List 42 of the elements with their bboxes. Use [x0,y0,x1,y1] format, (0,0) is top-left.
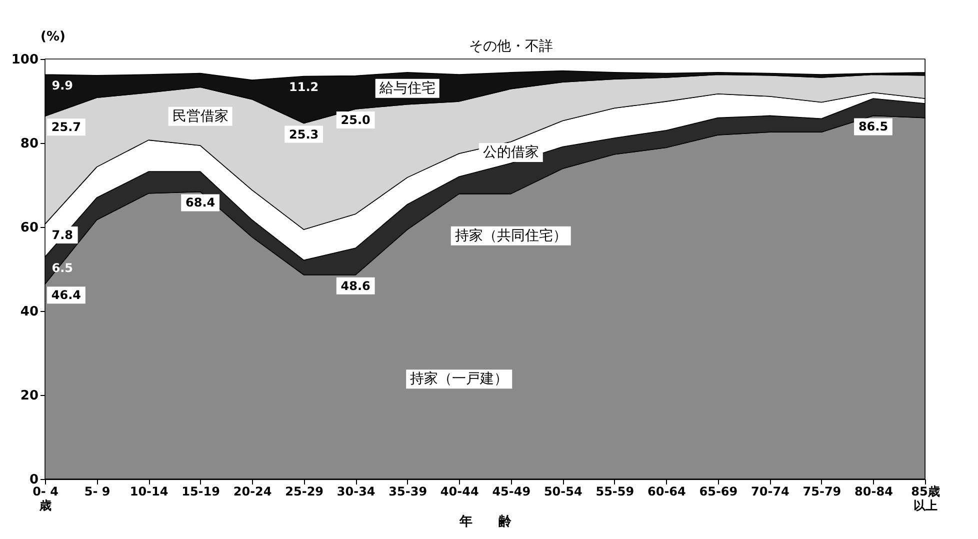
x-tick-label: 55-59 [596,484,634,498]
y-tick-label: 0 [29,472,38,488]
x-tick-label: 0- 4 歳 [32,484,58,512]
data-label: 68.4 [185,196,216,210]
series-label: 民営借家 [172,108,228,124]
data-label: 25.0 [340,112,370,127]
x-tick-label: 5- 9 [84,484,110,498]
x-tick-label: 25-29 [285,484,324,498]
series-label: 給与住宅 [378,80,436,96]
series-label: その他・不詳 [468,38,553,54]
y-tick-label: 100 [11,52,38,68]
y-tick-label: 60 [20,220,38,236]
data-label: 46.4 [51,288,82,302]
data-label: 86.5 [858,120,888,134]
x-tick-label: 45-49 [492,484,531,498]
x-tick-label: 15-19 [182,484,220,498]
data-label: 48.6 [340,278,370,293]
series-label: 持家（共同住宅） [454,228,567,244]
series-label: 公的借家 [482,144,539,160]
x-tick-label: 65-69 [699,484,738,498]
x-tick-label: 50-54 [544,484,582,498]
x-tick-label: 80-84 [854,484,893,498]
data-label: 25.3 [289,127,319,142]
data-label: 25.7 [51,120,82,134]
x-axis-title: 年 齢 [458,514,512,530]
y-axis-title: (%) [40,30,66,44]
y-tick-label: 40 [20,304,38,320]
x-tick-label: 70-74 [751,484,790,498]
x-tick-label: 30-34 [336,484,376,498]
x-tick-label: 60-64 [647,484,686,498]
x-tick-label: 85歳以上 [911,484,940,512]
series-label: 持家（一戸建） [410,371,508,388]
data-label: 11.2 [289,80,319,94]
x-tick-label: 10-14 [130,484,168,498]
y-tick-label: 80 [20,136,38,152]
x-tick-label: 40-44 [440,484,479,498]
x-tick-label: 20-24 [233,484,272,498]
x-tick-label: 35-39 [388,484,428,498]
x-tick-label: 75-79 [802,484,842,498]
data-label: 7.8 [52,228,74,242]
data-label: 9.9 [52,78,74,93]
y-tick-label: 20 [20,388,38,404]
